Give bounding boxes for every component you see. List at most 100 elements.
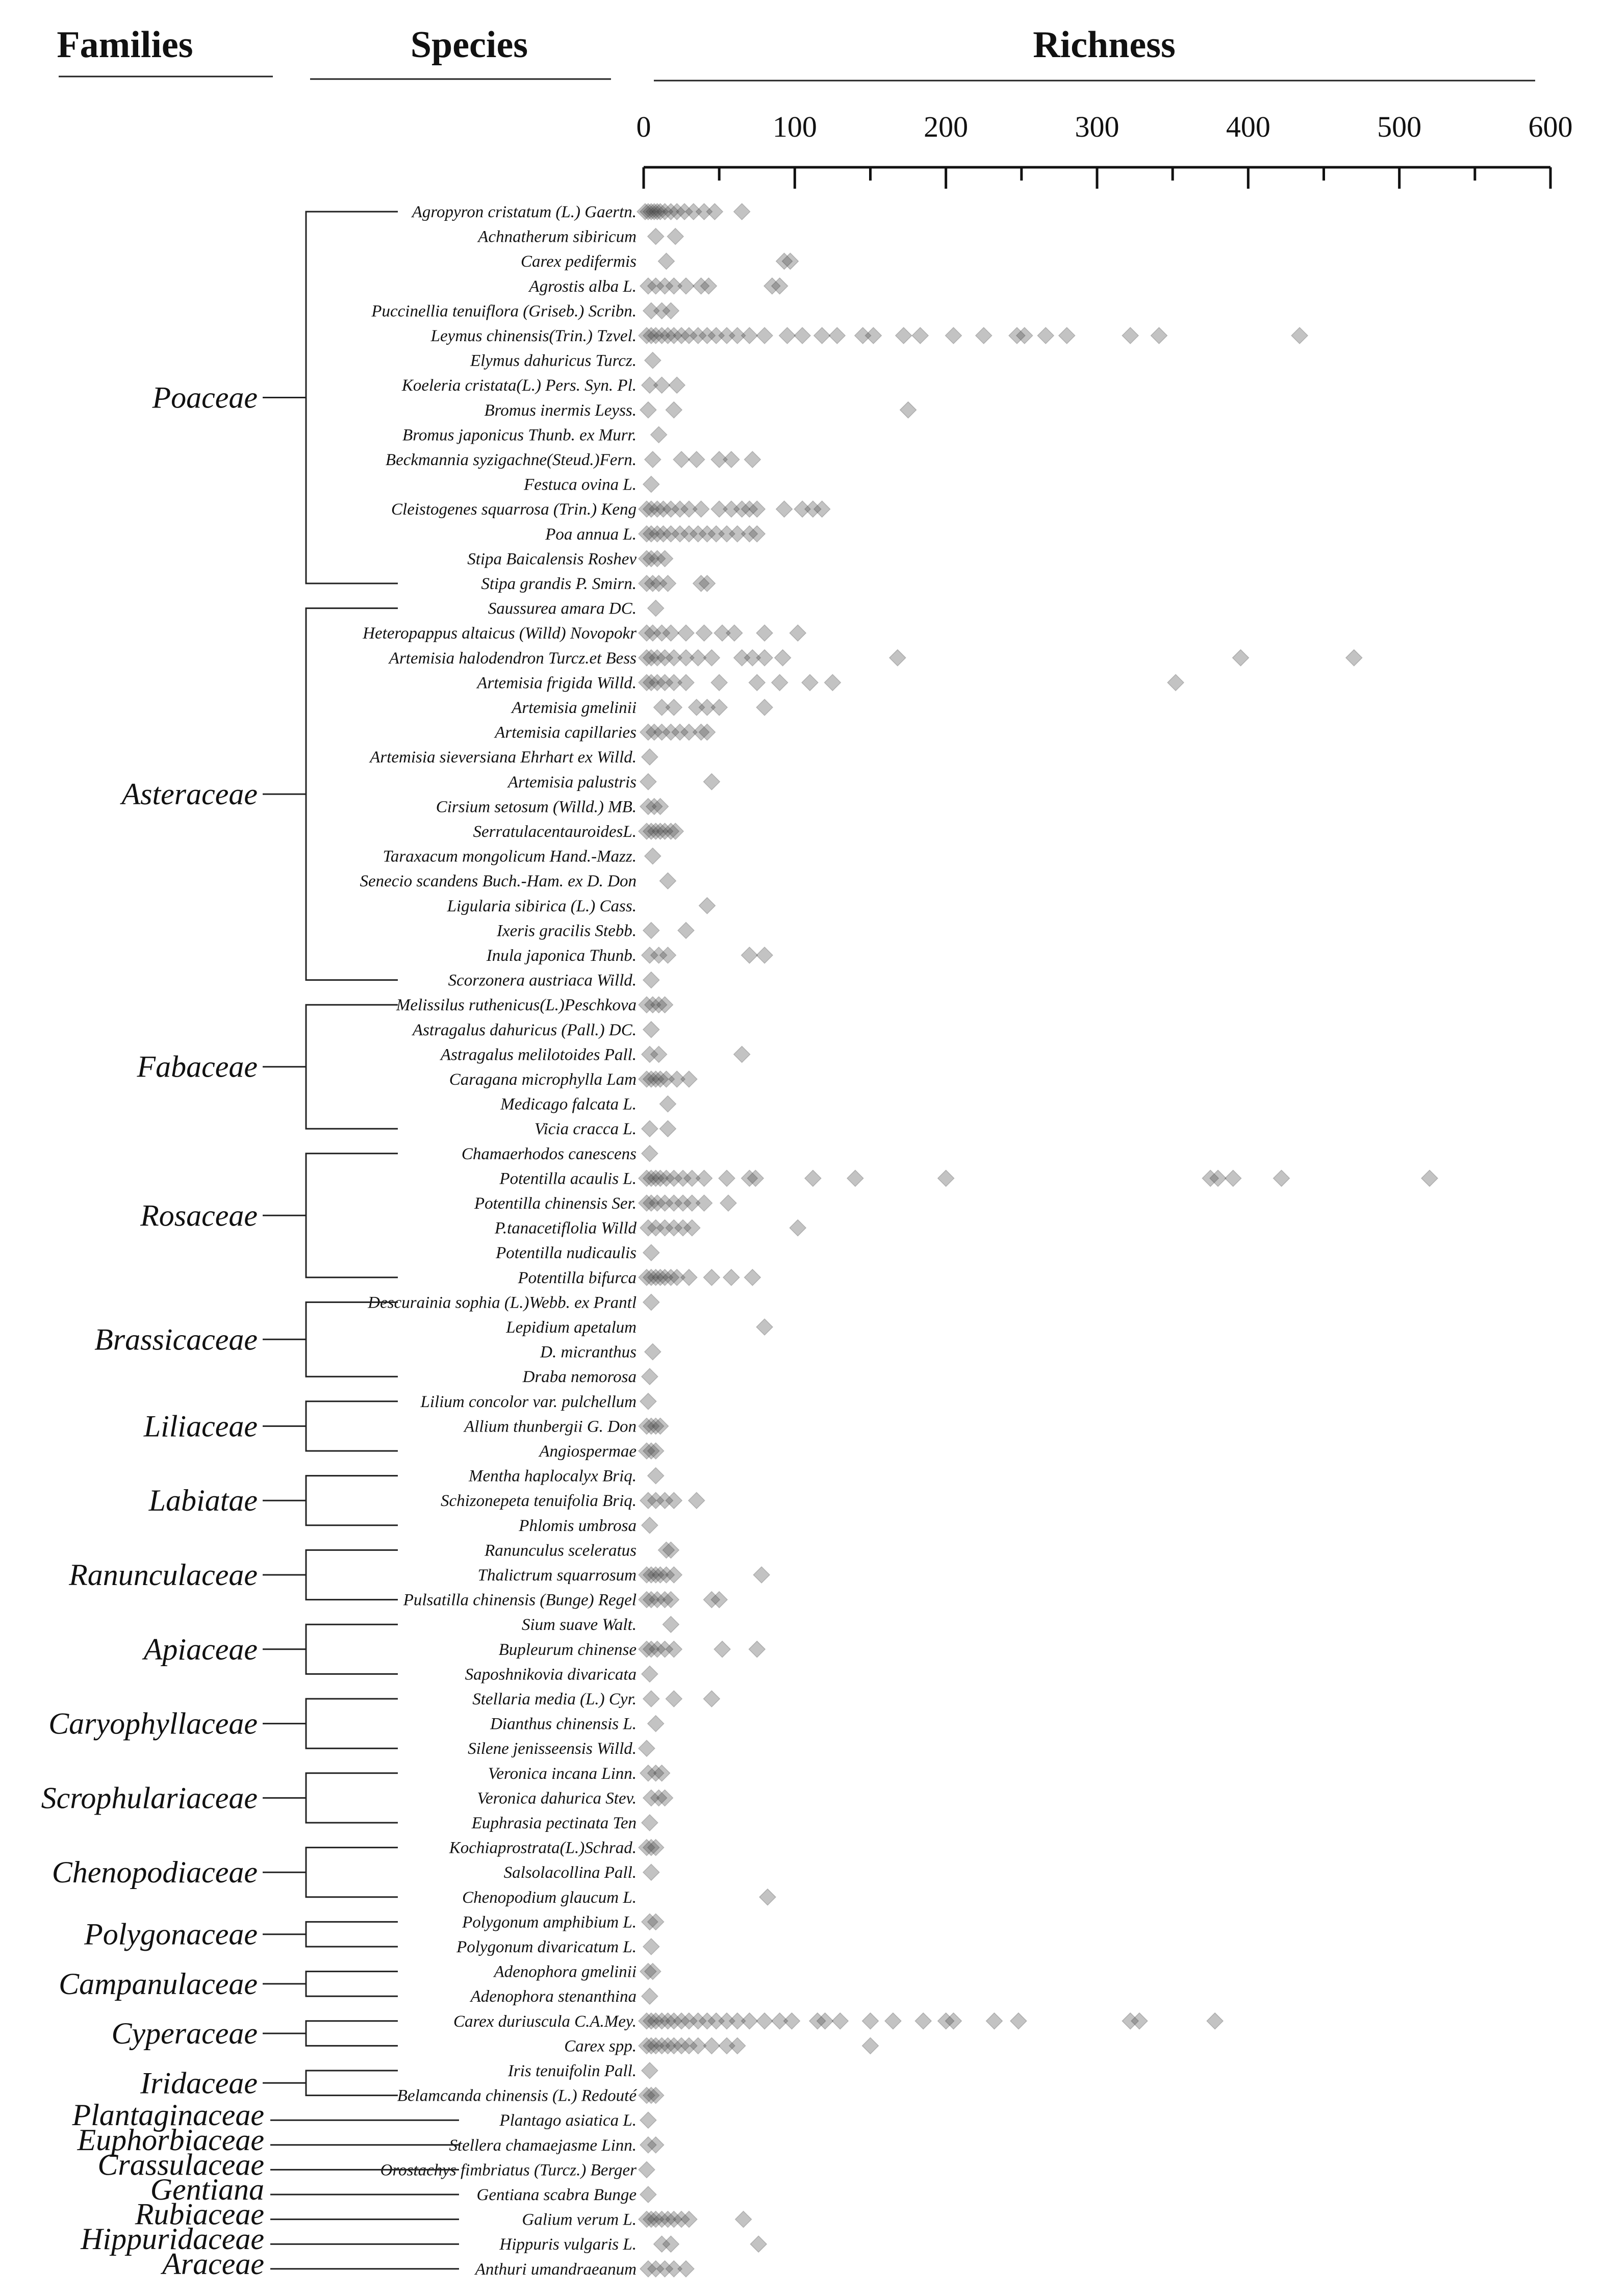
family-group: Campanulaceae [59,1967,398,2001]
data-point [695,1194,713,1212]
family-group: Labiatae [148,1475,398,1526]
species-points [642,971,660,989]
data-point [639,401,657,419]
data-point [644,847,661,865]
data-point [644,624,661,642]
data-point [662,1541,680,1559]
data-point [662,202,680,221]
data-point [638,2210,655,2228]
data-point [642,1690,660,1708]
data-point [639,723,657,741]
data-point [781,252,799,270]
species-points [639,773,721,790]
data-point [861,2037,879,2055]
data-point [638,2086,655,2104]
data-point [775,500,793,518]
species-label: Galium verum L. [522,2211,637,2229]
data-point [718,1169,736,1187]
family-group: Gentiana [150,2173,459,2206]
data-point [1130,2012,1149,2030]
species-label: Stipa grandis P. Smirn. [481,575,637,593]
data-point [642,475,660,493]
family-group: Apiaceae [142,1623,398,1675]
data-point [638,326,655,345]
species-label: Saussurea amara DC. [488,600,637,618]
data-point [644,996,661,1014]
species-label: Angiospermae [538,1442,637,1461]
family-bracket [305,1475,398,1526]
species-points [638,1194,737,1212]
data-point [728,525,746,543]
species-label: Silene jenisseensis Willd. [468,1740,637,1758]
species-label: Sium suave Walt. [522,1616,637,1634]
species-points [642,1937,660,1956]
species-label: Carex duriuscula C.A.Mey. [453,2012,637,2031]
species-label: Cleistogenes squarrosa (Trin.) Keng [391,500,637,519]
data-point [667,227,684,245]
data-point [763,277,781,295]
species-points [641,1368,658,1386]
data-point [675,202,694,221]
data-point [665,2210,683,2228]
species-label: Artemisia gmelinii [511,699,637,717]
species-points [644,847,661,865]
family-group: Brassicaceae [94,1301,398,1377]
species-points [641,2061,658,2080]
x-tick-label: 100 [773,110,817,143]
data-point [703,2037,721,2055]
data-point [639,2111,657,2129]
data-point [1009,2012,1027,2030]
data-point [642,1293,660,1311]
data-point [642,525,660,543]
species-points [662,1616,680,1634]
species-points [639,723,716,741]
data-point [748,525,766,543]
data-point [642,1417,660,1435]
family-group: Cyperaceae [111,2017,398,2050]
family-bracket [305,1549,398,1601]
data-point [710,500,728,518]
data-point [774,649,792,667]
data-point [651,822,669,840]
data-point [758,1888,777,1906]
data-point [1291,326,1309,345]
data-point [641,1144,658,1162]
data-point [671,525,689,543]
data-point [673,2012,691,2030]
data-point [1167,674,1185,692]
data-point [703,773,721,790]
data-point [937,2012,955,2030]
data-point [662,723,680,741]
richness-header: Richness [1033,24,1176,66]
species-label: Artemisia sieversiana Ehrhart ex Willd. [369,748,637,767]
data-point [700,277,718,295]
family-label: Crassulaceae [97,2148,264,2181]
species-label: Kochiaprostrata(L.)Schrad. [449,1839,637,1857]
family-label: Asteraceae [119,777,258,811]
data-point [644,1343,661,1361]
data-point [647,326,665,345]
family-bracket [305,1004,398,1130]
data-point [707,525,725,543]
data-point [648,202,666,221]
species-label: Polygonum amphibium L. [462,1913,637,1931]
data-point [642,1591,660,1609]
data-point [651,798,669,815]
species-label: Cirsium setosum (Willd.) MB. [436,798,637,816]
data-point [638,1640,655,1658]
species-points [642,1244,660,1262]
data-point [638,2161,655,2179]
data-point [680,723,698,741]
data-point [650,574,668,593]
data-point [1345,649,1363,667]
data-point [662,2235,680,2253]
data-point [677,277,695,295]
species-label: Lepidium apetalum [505,1318,637,1337]
data-point [642,1566,660,1584]
data-point [689,326,707,345]
data-point [689,2012,707,2030]
species-points [698,897,716,914]
family-label: Caryophyllaceae [48,1707,258,1741]
species-points [639,1764,671,1782]
species-points [639,1492,705,1510]
